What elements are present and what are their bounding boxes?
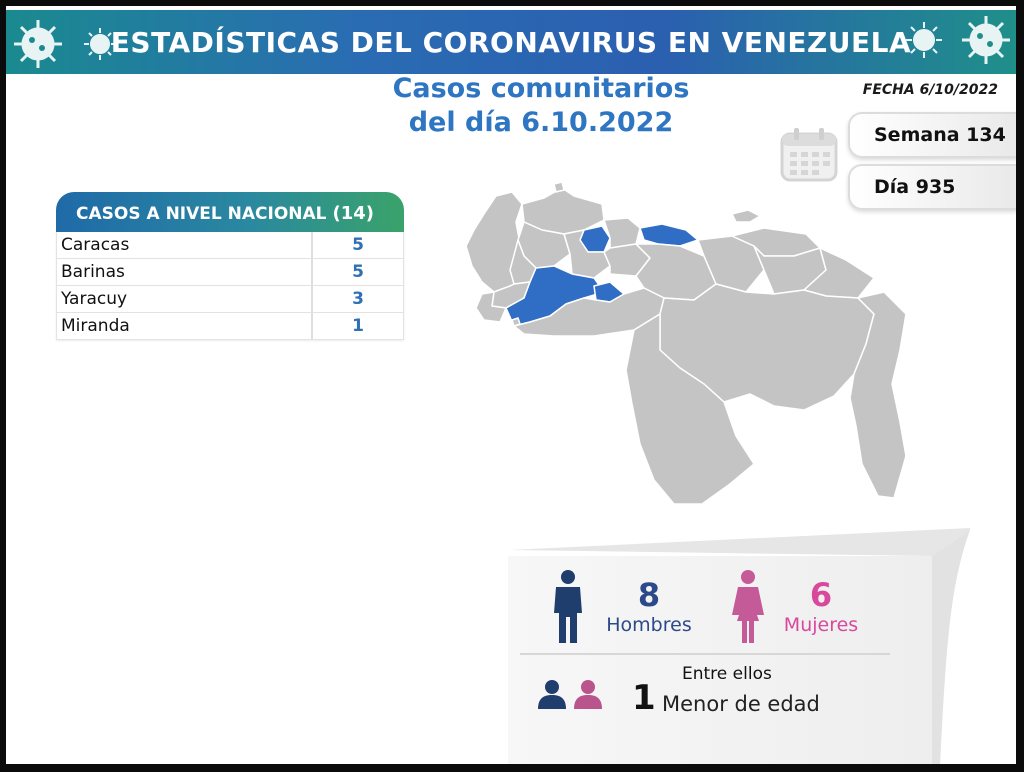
virus-icon <box>906 22 942 58</box>
infographic: ESTADÍSTICAS DEL CORONAVIRUS EN VENEZUEL… <box>6 6 1016 764</box>
table-total: (14) <box>332 203 374 224</box>
day-label: Día 935 <box>874 176 956 198</box>
state-name: Yaracuy <box>61 289 128 309</box>
minor-label: Menor de edad <box>662 692 820 716</box>
state-name: Caracas <box>61 235 130 255</box>
week-label: Semana 134 <box>874 124 1006 146</box>
state-apure <box>513 287 665 337</box>
day-counter: Día 935 <box>848 164 1016 210</box>
table-title: CASOS A NIVEL NACIONAL <box>76 204 327 224</box>
week-counter: Semana 134 <box>848 112 1016 158</box>
state-nueva-esparta <box>731 209 761 223</box>
state-cases: 1 <box>311 313 403 339</box>
date-label: FECHA 6/10/2022 <box>862 82 998 98</box>
women-count: 6 <box>809 576 833 614</box>
table-row: Barinas 5 <box>56 259 404 286</box>
state-miranda <box>639 223 699 247</box>
entre-ellos-label: Entre ellos <box>682 664 772 684</box>
island <box>511 317 521 327</box>
women-label: Mujeres <box>783 614 859 636</box>
virus-icon <box>14 20 62 68</box>
state-esequibo <box>849 291 907 499</box>
man-icon <box>554 570 582 643</box>
subtitle-line-2: del día 6.10.2022 <box>408 107 674 138</box>
venezuela-map <box>465 181 907 505</box>
header-banner: ESTADÍSTICAS DEL CORONAVIRUS EN VENEZUEL… <box>6 10 1016 74</box>
table-row: Yaracuy 3 <box>56 286 404 313</box>
page-title: ESTADÍSTICAS DEL CORONAVIRUS EN VENEZUEL… <box>110 26 912 59</box>
table-row: Miranda 1 <box>56 313 404 340</box>
state-tachira <box>475 291 507 323</box>
virus-icon <box>962 16 1010 64</box>
men-stat: 8 Hombres <box>594 576 704 636</box>
stats-panel <box>508 528 970 764</box>
state-cases: 3 <box>311 286 403 312</box>
table-row: Caracas 5 <box>56 232 404 259</box>
minor-count: 1 <box>632 678 656 718</box>
virus-icon <box>84 28 116 60</box>
table-header: CASOS A NIVEL NACIONAL (14) <box>56 192 404 232</box>
national-cases-table: CASOS A NIVEL NACIONAL (14) Caracas 5 Ba… <box>56 192 404 340</box>
men-label: Hombres <box>606 614 692 636</box>
island <box>553 181 565 193</box>
state-amazonas <box>625 313 755 505</box>
subtitle: Casos comunitarios del día 6.10.2022 <box>346 72 736 140</box>
state-cases: 5 <box>311 232 403 258</box>
minor-man-icon <box>538 680 566 709</box>
woman-icon <box>732 570 764 643</box>
minor-woman-icon <box>574 680 602 709</box>
state-cases: 5 <box>311 259 403 285</box>
state-name: Barinas <box>61 262 125 282</box>
men-count: 8 <box>637 576 661 614</box>
women-stat: 6 Mujeres <box>766 576 876 636</box>
subtitle-line-1: Casos comunitarios <box>392 73 690 104</box>
state-name: Miranda <box>61 316 130 336</box>
calendar-icon <box>780 128 838 182</box>
stats-divider <box>520 653 890 655</box>
